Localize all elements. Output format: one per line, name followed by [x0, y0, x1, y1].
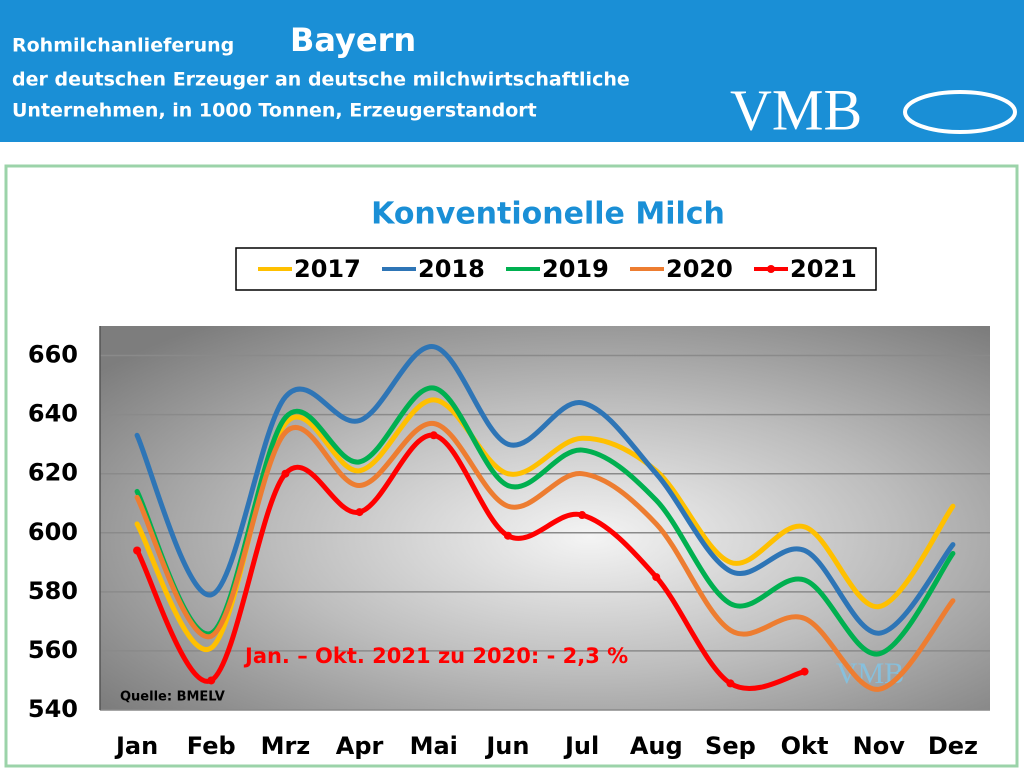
plot-background — [100, 326, 990, 710]
annotation: Jan. – Okt. 2021 zu 2020: - 2,3 % — [243, 644, 628, 668]
legend-label: 2020 — [666, 255, 733, 283]
x-tick-label: Aug — [630, 732, 683, 760]
logo: VMB — [730, 77, 862, 142]
point — [133, 546, 142, 555]
x-tick-label: Jul — [563, 732, 599, 760]
y-tick-label: 660 — [28, 341, 78, 369]
point — [429, 431, 438, 440]
point — [726, 679, 735, 688]
y-tick-label: 580 — [28, 577, 78, 605]
series-line — [134, 344, 956, 636]
header-region: Bayern — [290, 21, 416, 59]
header-line: der deutschen Erzeuger an deutsche milch… — [12, 69, 630, 91]
header-line: Rohmilchanlieferung — [12, 35, 234, 57]
x-tick-label: Feb — [187, 732, 236, 760]
y-tick-label: 600 — [28, 518, 78, 546]
x-tick-label: Dez — [928, 732, 978, 760]
y-tick-label: 540 — [28, 695, 78, 723]
header-line: Unternehmen, in 1000 Tonnen, Erzeugersta… — [12, 100, 537, 122]
source: Quelle: BMELV — [120, 690, 225, 705]
logo-swirl — [903, 90, 1017, 134]
point — [503, 531, 512, 540]
point — [281, 469, 290, 478]
x-tick-label: Apr — [336, 732, 384, 760]
x-tick-label: Nov — [853, 732, 906, 760]
x-tick-label: Sep — [705, 732, 756, 760]
legend-marker — [767, 265, 775, 273]
chart-title: Konventionelle Milch — [371, 197, 725, 232]
series-line — [134, 420, 956, 692]
point — [578, 511, 587, 520]
x-tick-label: Mrz — [261, 732, 311, 760]
legend-label: 2018 — [418, 255, 485, 283]
header-band — [0, 0, 1024, 142]
y-tick-label: 620 — [28, 459, 78, 487]
legend-label: 2019 — [542, 255, 609, 283]
point — [652, 573, 661, 582]
x-tick-label: Jun — [484, 732, 529, 760]
y-tick-label: 640 — [28, 400, 78, 428]
legend-label: 2021 — [790, 255, 857, 283]
point — [207, 676, 216, 685]
legend-label: 2017 — [294, 255, 361, 283]
y-tick-label: 560 — [28, 636, 78, 664]
x-tick-label: Mai — [410, 732, 458, 760]
point — [355, 508, 364, 517]
x-tick-label: Okt — [781, 732, 829, 760]
point — [800, 667, 809, 676]
x-tick-label: Jan — [114, 732, 158, 760]
